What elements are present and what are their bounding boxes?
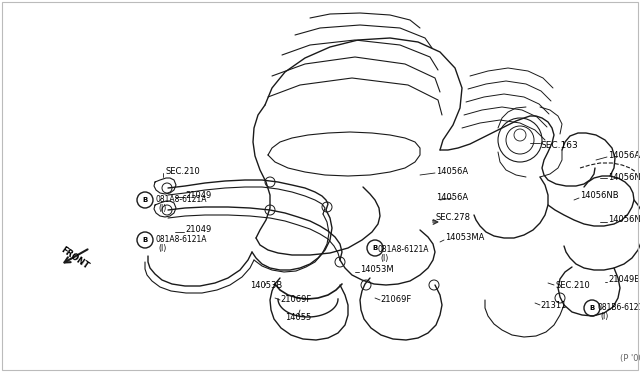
Text: SEC.163: SEC.163	[540, 141, 578, 150]
Text: 21069F: 21069F	[380, 295, 412, 305]
Text: (I): (I)	[158, 203, 166, 212]
Text: (I): (I)	[600, 311, 608, 321]
Text: 21049: 21049	[185, 192, 211, 201]
Text: 14056N: 14056N	[608, 215, 640, 224]
Text: 14056NA: 14056NA	[608, 173, 640, 183]
Text: 14053B: 14053B	[250, 280, 282, 289]
Text: SEC.210: SEC.210	[555, 280, 589, 289]
Text: 14056NB: 14056NB	[580, 192, 619, 201]
Text: FRONT: FRONT	[60, 245, 91, 271]
Text: 081A8-6121A: 081A8-6121A	[155, 235, 207, 244]
Text: 14056A: 14056A	[436, 193, 468, 202]
Text: (P '00 ): (P '00 )	[620, 353, 640, 362]
Text: 14053MA: 14053MA	[445, 234, 484, 243]
Text: 21049: 21049	[185, 225, 211, 234]
Text: 081A8-6121A: 081A8-6121A	[378, 246, 429, 254]
Text: B: B	[142, 197, 148, 203]
Text: (I): (I)	[380, 253, 388, 263]
Text: 21049E: 21049E	[608, 276, 639, 285]
Text: B: B	[589, 305, 595, 311]
Text: 081A8-6121A: 081A8-6121A	[155, 196, 207, 205]
Text: (I): (I)	[158, 244, 166, 253]
Text: 14056A: 14056A	[436, 167, 468, 176]
Text: SEC.210: SEC.210	[165, 167, 200, 176]
Text: 14055: 14055	[285, 314, 311, 323]
Text: 21311: 21311	[540, 301, 566, 310]
Text: 081B6-6121A: 081B6-6121A	[598, 304, 640, 312]
Text: 14056A: 14056A	[608, 151, 640, 160]
Text: B: B	[142, 237, 148, 243]
Text: B: B	[372, 245, 378, 251]
Text: SEC.278: SEC.278	[436, 214, 471, 222]
Text: 21069F: 21069F	[280, 295, 311, 305]
Text: 14053M: 14053M	[360, 266, 394, 275]
